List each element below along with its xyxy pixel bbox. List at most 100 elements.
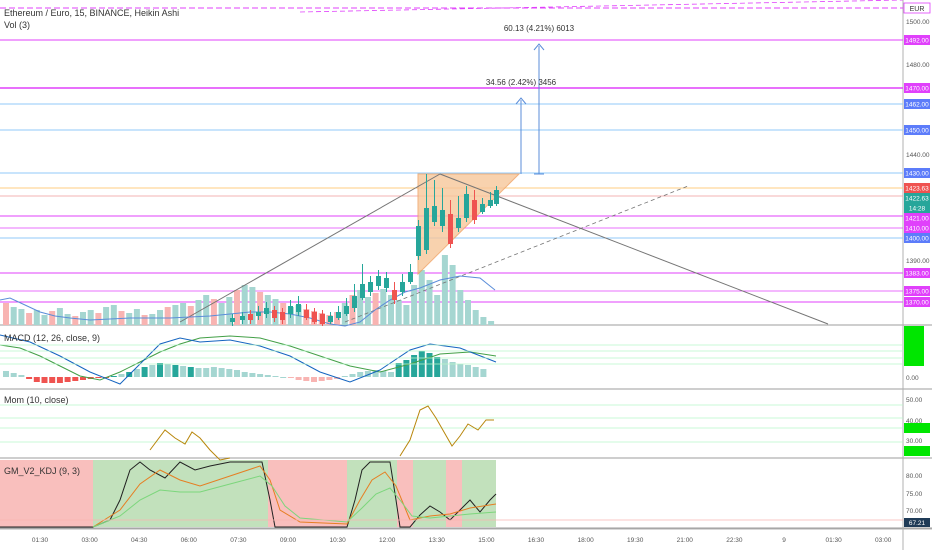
volume-bar [72,316,79,325]
volume-bar [33,310,40,325]
kdj-title-text[interactable]: GM_V2_KDJ (9, 3) [4,466,81,476]
volume-bar [249,287,256,325]
macd-bar [149,365,156,377]
macd-bar [218,368,225,377]
candle-body [384,278,389,288]
trendline-dashed[interactable] [344,185,689,323]
candle-body [336,312,341,318]
price-tag[interactable] [904,223,930,233]
volume-bar [488,321,495,325]
price-tag[interactable] [904,35,930,45]
macd-bar [318,377,325,381]
volume-bar [395,300,402,325]
macd-bar [472,367,479,377]
price-tag-label[interactable]: 1370.00 [905,300,929,307]
volume-bar [218,303,225,325]
mom-title-text[interactable]: Mom (10, close) [4,395,69,405]
price-tag-label[interactable]: 1383.00 [905,271,929,278]
price-tag-label[interactable]: 1410.00 [905,226,929,233]
price-tag[interactable] [904,83,930,93]
time-tick-label: 09:00 [280,537,297,544]
price-tag[interactable] [904,268,930,278]
kdj-tick-label: 80.00 [906,473,923,480]
volume-bar [388,295,394,325]
macd-bar [287,377,294,378]
macd-bar [118,374,125,377]
measure-arrowhead-small [515,97,527,105]
price-tag-label[interactable]: 14:28 [909,206,926,213]
volume-title[interactable]: Vol (3) [4,20,30,30]
volume-bar [234,290,240,325]
price-tag-label[interactable]: 1400.00 [905,236,929,243]
price-tag[interactable] [904,203,930,213]
candle-body [344,306,349,314]
dashed-diagonal-line[interactable] [299,0,904,13]
volume-title-text[interactable]: Vol (3) [4,20,31,30]
trendline-up[interactable] [179,173,441,323]
price-axis[interactable]: 1500.001490.001480.001440.001390.001492.… [904,19,930,515]
currency-badge[interactable]: EUR [910,6,925,13]
macd-bar [157,363,163,377]
price-tag-label[interactable]: 1430.00 [905,171,929,178]
macd-bar [403,360,410,377]
candle-body [256,312,261,316]
time-tick-label: 13:30 [429,537,446,544]
macd-bar [241,372,248,377]
volume-bar [449,265,456,325]
time-tick-label: 10:30 [329,537,346,544]
price-tag-label[interactable]: 1422.63 [905,196,929,203]
time-tick-label: 21:00 [677,537,694,544]
macd-signal-line [0,335,497,381]
price-tag-label[interactable]: 1470.00 [905,86,929,93]
macd-title[interactable]: MACD (12, 26, close, 9) [4,333,100,343]
price-tag[interactable] [904,193,930,203]
macd-bar [234,370,240,377]
measurement-label-large: 60.13 (4.21%) 6013 [504,24,575,33]
measure-arrowhead-large [533,43,545,51]
mom-value-box-lower [904,446,930,456]
price-tag[interactable] [904,125,930,135]
price-tag[interactable] [904,183,930,193]
price-tag[interactable] [904,168,930,178]
price-tag[interactable] [904,233,930,243]
macd-title-text[interactable]: MACD (12, 26, close, 9) [4,333,101,343]
price-tag[interactable] [904,297,930,307]
price-tag[interactable] [904,99,930,109]
macd-bar [395,363,402,377]
macd-bar [187,367,194,377]
price-tick-label: 1440.00 [906,152,930,159]
currency-badge-box[interactable] [903,2,931,14]
candle-body [488,200,493,206]
price-tag-label[interactable]: 1421.00 [905,216,929,223]
time-tick-label: 9 [782,537,786,544]
price-tag-label[interactable]: 1492.00 [905,38,929,45]
macd-bar [303,377,310,381]
candle-body [392,290,397,300]
price-tag-label[interactable]: 1423.63 [905,186,929,193]
kdj-tick-label: 75.00 [906,491,923,498]
candle-body [424,208,429,250]
time-tick-label: 04:30 [131,537,148,544]
mom-title[interactable]: Mom (10, close) [4,395,69,405]
kdj-lines [0,461,903,528]
volume-bar [64,314,71,325]
price-tag-label[interactable]: 1450.00 [905,128,929,135]
price-tag-label[interactable]: 1462.00 [905,102,929,109]
macd-bar [26,377,33,379]
price-tag-label[interactable]: 1375.00 [905,289,929,296]
macd-bar [41,377,48,383]
kdj-zone [93,460,268,527]
time-axis[interactable]: 01:30 03:00 04:30 06:00 07:30 09:00 10:30 12:00… [0,528,932,544]
macd-bar [64,377,71,382]
kdj-title[interactable]: GM_V2_KDJ (9, 3) [4,466,80,476]
time-tick-label: 01:30 [825,537,842,544]
macd-bar [457,364,464,377]
trendline-down[interactable] [439,173,829,325]
macd-bar [388,372,394,377]
macd-bar [10,373,17,377]
price-tag[interactable] [904,213,930,223]
price-tag[interactable] [904,286,930,296]
chart-title-text[interactable]: Ethereum / Euro, 15, BINANCE, Heikin Ash… [4,8,180,18]
chart-title[interactable]: Ethereum / Euro, 15, BINANCE, Heikin Ash… [4,8,179,18]
